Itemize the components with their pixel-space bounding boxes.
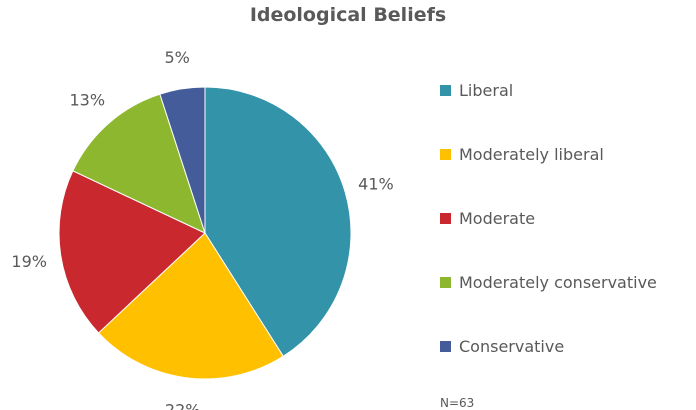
legend-swatch <box>440 212 451 224</box>
legend-label: Moderately conservative <box>459 272 657 292</box>
pie-slice-moderately-conservative <box>72 93 206 234</box>
pie-slice-liberal <box>204 86 352 357</box>
legend-label: Moderately liberal <box>459 144 604 164</box>
data-label-liberal: 41% <box>358 174 394 193</box>
legend-label: Liberal <box>459 80 514 100</box>
data-label-conservative: 5% <box>164 48 189 67</box>
pie-slice-moderate <box>58 170 206 334</box>
data-label-moderately-liberal: 22% <box>165 401 201 410</box>
legend-label: Conservative <box>459 336 565 356</box>
legend-swatch <box>440 148 451 160</box>
legend-item-conservative: Conservative <box>440 336 564 356</box>
legend-swatch <box>440 84 451 96</box>
legend-swatch <box>440 276 451 288</box>
legend-item-moderate: Moderate <box>440 208 535 228</box>
data-label-moderate: 19% <box>11 252 47 271</box>
legend-item-moderately-conservative: Moderately conservative <box>440 272 657 292</box>
legend-item-moderately-liberal: Moderately liberal <box>440 144 604 164</box>
pie-slice-moderately-liberal <box>97 232 284 380</box>
legend-swatch <box>440 340 451 352</box>
pie-slice-conservative <box>159 86 206 234</box>
chart-title: Ideological Beliefs <box>249 4 447 26</box>
legend-label: Moderate <box>459 208 536 228</box>
sample-size-note: N=63 <box>440 396 475 410</box>
legend-item-liberal: Liberal <box>440 80 513 100</box>
data-label-moderately-conservative: 13% <box>70 90 106 109</box>
